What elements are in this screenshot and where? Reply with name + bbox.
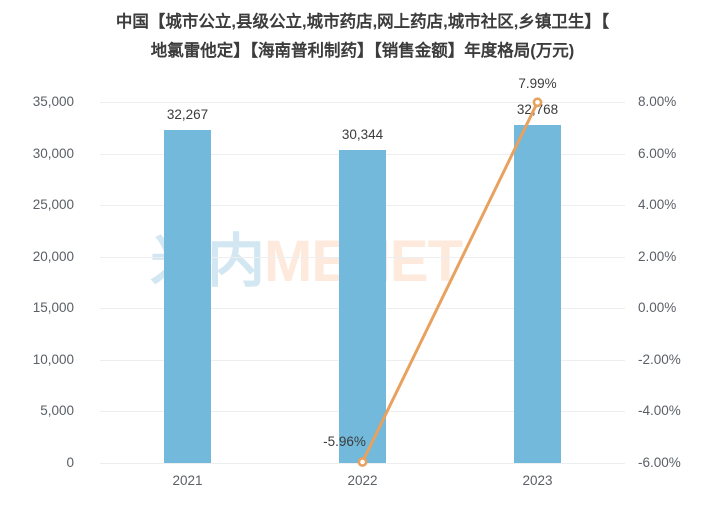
y-tick-right-2.00%: 2.00% [638,248,677,264]
y-tick-right-8.00%: 8.00% [638,94,677,109]
plot-area [100,102,625,464]
y-tick-right--6.00%: -6.00% [638,455,681,470]
bar-value-label-2021: 32,267 [166,107,209,123]
y-tick-left-10,000: 10,000 [32,351,74,367]
chart-title-line-1: 中国【城市公立,县级公立,城市药店,网上药店,城市社区,乡镇卫生】【 [115,13,610,31]
bar-2022[interactable] [339,150,386,463]
y-tick-left-5,000: 5,000 [40,403,74,419]
y-tick-left-35,000: 35,000 [32,94,74,109]
y-tick-right-0.00%: 0.00% [638,300,677,316]
x-tick-2023: 2023 [522,473,553,488]
growth-label-2022: -5.96% [323,433,366,449]
y-tick-left-15,000: 15,000 [32,300,74,316]
y-tick-left-20,000: 20,000 [32,248,74,264]
bar-2023[interactable] [514,125,561,463]
bar-2021[interactable] [164,130,211,463]
y-tick-left-30,000: 30,000 [32,145,74,161]
chart-title-line-2: 地氯雷他定】【海南普利制药】【销售金额】年度格局(万元) [150,42,575,60]
bar-value-label-2023: 32,768 [516,102,559,118]
growth-label-2023: 7.99% [518,76,557,92]
y-tick-left-0: 0 [66,455,74,470]
y-tick-left-25,000: 25,000 [32,197,74,213]
y-tick-right-6.00%: 6.00% [638,145,677,161]
gridline [100,463,625,464]
x-tick-2022: 2022 [347,473,378,488]
y-tick-right-4.00%: 4.00% [638,197,677,213]
bar-value-label-2022: 30,344 [341,127,384,143]
chart-title: 中国【城市公立,县级公立,城市药店,网上药店,城市社区,乡镇卫生】【 地氯雷他定… [0,8,725,66]
y-tick-right--4.00%: -4.00% [638,403,681,419]
x-tick-2021: 2021 [172,473,203,488]
y-tick-right--2.00%: -2.00% [638,351,681,367]
